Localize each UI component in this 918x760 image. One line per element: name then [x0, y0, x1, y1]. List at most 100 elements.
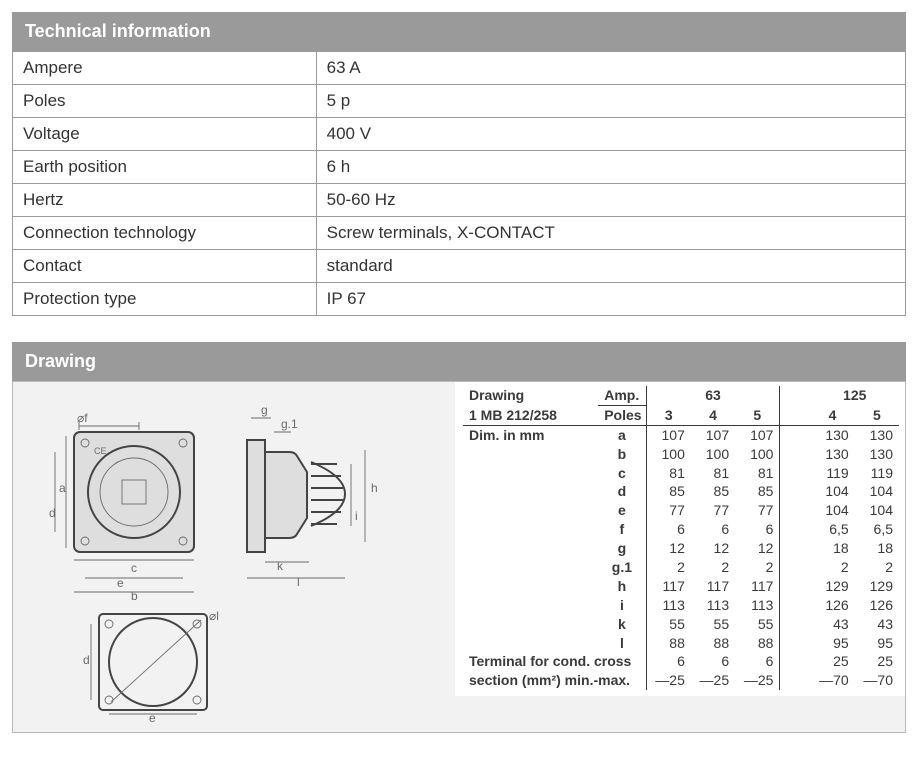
dim-amp-label: Amp.: [598, 386, 646, 405]
tech-info-row: Hertz50-60 Hz: [13, 184, 906, 217]
tech-info-value: standard: [316, 250, 905, 283]
dim-value: 55: [646, 615, 691, 634]
drawing-section: Drawing CE ⌀f a: [12, 342, 906, 733]
dim-value: 113: [646, 596, 691, 615]
dim-value: 126: [855, 596, 899, 615]
svg-text:b: b: [131, 589, 138, 603]
terminal-min: 25: [810, 652, 854, 671]
dim-value: 95: [855, 634, 899, 653]
terminal-max: —25: [691, 671, 735, 690]
dim-value: 12: [691, 539, 735, 558]
terminal-max: —25: [735, 671, 780, 690]
dim-value: 2: [691, 558, 735, 577]
dim-value: 100: [646, 445, 691, 464]
tech-info-title: Technical information: [12, 12, 906, 51]
terminal-row: Terminal for cond. cross6662525: [463, 652, 899, 671]
tech-info-row: Contactstandard: [13, 250, 906, 283]
tech-info-label: Earth position: [13, 151, 317, 184]
svg-text:d: d: [83, 653, 90, 667]
svg-text:g: g: [261, 403, 268, 417]
dim-drawing-ref: 1 MB 212/258: [463, 405, 598, 425]
terminal-min: 6: [646, 652, 691, 671]
dim-value: 77: [646, 501, 691, 520]
dim-value: 85: [646, 482, 691, 501]
dim-value: 126: [810, 596, 854, 615]
dim-key: f: [598, 520, 646, 539]
terminal-min: 6: [735, 652, 780, 671]
tech-info-label: Poles: [13, 85, 317, 118]
dim-value: 55: [691, 615, 735, 634]
dim-value: 107: [646, 425, 691, 444]
dimension-table: DrawingAmp.631251 MB 212/258Poles34545 D…: [463, 386, 899, 690]
dim-in-mm-label: Dim. in mm: [463, 425, 598, 652]
dim-value: 107: [691, 425, 735, 444]
svg-text:a: a: [59, 481, 66, 495]
dim-value: 77: [691, 501, 735, 520]
dim-value: 104: [855, 501, 899, 520]
tech-info-label: Voltage: [13, 118, 317, 151]
dim-value: 85: [691, 482, 735, 501]
drawing-body: CE ⌀f a d c e b g g.1: [12, 381, 906, 733]
tech-info-table: Ampere63 APoles5 pVoltage400 VEarth posi…: [12, 51, 906, 316]
tech-info-label: Ampere: [13, 52, 317, 85]
dim-key: i: [598, 596, 646, 615]
tech-info-label: Contact: [13, 250, 317, 283]
dim-value: 100: [691, 445, 735, 464]
terminal-max: —70: [855, 671, 899, 690]
tech-info-row: Earth position6 h: [13, 151, 906, 184]
tech-info-label: Protection type: [13, 283, 317, 316]
dim-value: 2: [810, 558, 854, 577]
dim-value: 6,5: [810, 520, 854, 539]
dim-value: 12: [646, 539, 691, 558]
dim-key: c: [598, 464, 646, 483]
dim-value: 117: [691, 577, 735, 596]
dim-value: 81: [691, 464, 735, 483]
dim-value: 119: [855, 464, 899, 483]
dim-value: 2: [735, 558, 780, 577]
dim-value: 130: [855, 445, 899, 464]
dim-drawing-label: Drawing: [463, 386, 598, 405]
dim-value: 81: [646, 464, 691, 483]
svg-text:i: i: [355, 509, 358, 523]
dim-value: 43: [855, 615, 899, 634]
tech-info-value: 6 h: [316, 151, 905, 184]
dim-value: 104: [855, 482, 899, 501]
dim-value: 100: [735, 445, 780, 464]
dim-value: 113: [735, 596, 780, 615]
tech-info-value: 63 A: [316, 52, 905, 85]
tech-info-row: Connection technologyScrew terminals, X-…: [13, 217, 906, 250]
dim-value: 130: [810, 425, 854, 444]
dim-value: 18: [855, 539, 899, 558]
dim-value: 95: [810, 634, 854, 653]
dim-value: 117: [646, 577, 691, 596]
dim-value: 129: [810, 577, 854, 596]
dim-key: g.1: [598, 558, 646, 577]
terminal-max: —70: [810, 671, 854, 690]
tech-info-value: 400 V: [316, 118, 905, 151]
dim-key: g: [598, 539, 646, 558]
terminal-max: —25: [646, 671, 691, 690]
dim-value: 12: [735, 539, 780, 558]
dim-amp-125: 125: [810, 386, 899, 405]
dim-value: 2: [646, 558, 691, 577]
dim-key: k: [598, 615, 646, 634]
svg-text:e: e: [149, 711, 156, 722]
dim-value: 6: [691, 520, 735, 539]
tech-info-label: Hertz: [13, 184, 317, 217]
tech-info-label: Connection technology: [13, 217, 317, 250]
dim-value: 107: [735, 425, 780, 444]
dim-key: a: [598, 425, 646, 444]
dim-value: 130: [810, 445, 854, 464]
dim-value: 119: [810, 464, 854, 483]
tech-info-row: Voltage400 V: [13, 118, 906, 151]
terminal-min: 6: [691, 652, 735, 671]
dim-value: 113: [691, 596, 735, 615]
dim-value: 6: [735, 520, 780, 539]
svg-text:c: c: [131, 561, 137, 575]
svg-text:k: k: [277, 559, 284, 573]
dim-pole: 5: [855, 405, 899, 425]
tech-info-row: Ampere63 A: [13, 52, 906, 85]
dim-key: b: [598, 445, 646, 464]
terminal-min: 25: [855, 652, 899, 671]
svg-text:g.1: g.1: [281, 417, 298, 431]
